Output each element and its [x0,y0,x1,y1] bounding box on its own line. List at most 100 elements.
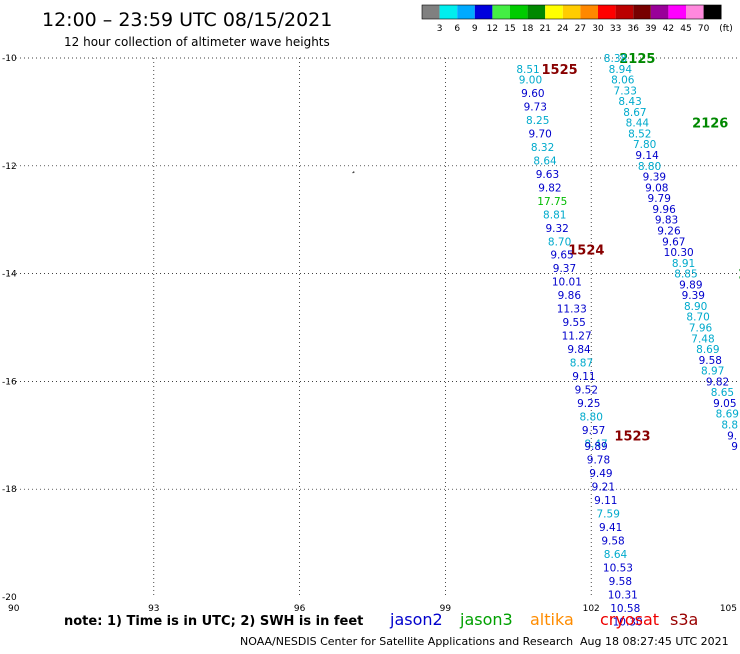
colorbar-swatch [527,5,546,19]
wave-height-label: 9.52 [575,384,598,396]
wave-height-label: 9.55 [562,317,585,329]
y-tick-label: -14 [2,270,17,280]
wave-height-label: 8.85 [674,269,697,281]
wave-height-label: 9.25 [577,398,600,410]
wave-height-label: 10.53 [603,562,633,574]
colorbar-unit: (ft) [719,24,733,34]
colorbar-label: 9 [472,24,478,34]
land-marker: ¸ [351,161,357,174]
wave-height-label: 8.69 [716,409,739,421]
wave-height-label: 9.82 [538,182,561,194]
wave-height-label: 9.84 [567,344,591,356]
wave-height-label: 11.33 [557,304,587,316]
y-tick-label: -20 [2,593,17,603]
track-number-label: 1523 [614,429,650,444]
colorbar-label: 21 [539,24,550,34]
colorbar-label: 70 [698,24,710,34]
wave-height-label: 8.80 [638,161,661,173]
colorbar-swatch [545,5,563,19]
colorbar-swatch [633,5,651,19]
y-tick-label: -18 [2,485,17,495]
wave-height-label: 8.87 [570,358,593,370]
wave-height-label: 9.89 [679,279,702,291]
colorbar-swatch [598,5,616,19]
colorbar-swatch [510,5,528,19]
wave-height-label: 8.67 [623,107,646,119]
colorbar-label: 12 [487,24,498,34]
wave-height-label: 9.41 [599,522,622,534]
wave-height-label: 9.58 [699,355,722,367]
wave-height-label: 9.49 [589,468,612,480]
legend-series-label: cryosat [600,610,659,629]
wave-height-label: 9.11 [572,371,595,383]
lat-lon-grid [8,57,737,597]
colorbar-label: 24 [557,24,569,34]
wave-height-label: 9.82 [706,376,729,388]
colorbar-swatch [615,5,634,19]
colorbar-label: 42 [663,24,674,34]
wave-height-label: 8.32 [531,142,554,154]
wave-height-label: 9.83 [655,215,678,227]
wave-height-label: 8.8 [721,420,738,432]
wave-height-label: 8.52 [628,128,651,140]
wave-height-label: 8.91 [672,258,695,270]
wave-height-label: 10.01 [552,277,582,289]
x-tick-label: 99 [440,604,452,614]
wave-height-label: 8.94 [609,64,633,76]
wave-height-label: 8.69 [696,344,719,356]
track-number-label: 2127 [738,268,740,283]
wave-height-label: 11.27 [562,331,592,343]
wave-height-label: 9.86 [558,290,582,302]
colorbar-swatch [650,5,669,19]
y-tick-label: -10 [2,54,17,64]
y-tick-label: -12 [2,162,17,172]
footer-note: note: 1) Time is in UTC; 2) SWH is in fe… [64,614,363,629]
x-tick-label: 105 [720,604,737,614]
wave-height-label: 8.38 [604,53,627,65]
wave-height-label: 8.81 [543,209,566,221]
colorbar-label: 30 [592,24,604,34]
wave-height-label: 9.14 [635,150,659,162]
wave-height-label: 17.75 [537,196,567,208]
wave-height-label: 10.58 [610,603,640,615]
track-number-label: 2126 [692,117,728,132]
wave-height-label: 8.44 [626,118,650,130]
colorbar-swatch [439,5,458,19]
wave-height-label: 9.73 [524,102,547,114]
colorbar-legend: 3 6 9 12 15 18 21 24 27 30 33 36 39 42 45 70 (ft) [421,4,733,34]
wave-height-label: 9.60 [521,88,544,100]
colorbar-label: 6 [454,24,460,34]
wave-height-points: 8.388.948.067.338.438.678.448.527.809.14… [516,53,739,628]
wave-height-label: 9.96 [652,204,676,216]
colorbar-swatch [474,5,493,19]
colorbar-swatch [703,5,722,19]
wave-height-label: 8.64 [533,155,557,167]
wave-height-label: 8.43 [618,96,641,108]
colorbar-label: 33 [610,24,621,34]
wave-height-label: 8.25 [526,115,549,127]
chart-title: 12:00 – 23:59 UTC 08/15/2021 [42,9,332,31]
wave-height-label: 10.30 [664,247,694,259]
wave-height-label: 9.05 [713,398,736,410]
colorbar-label: 27 [575,24,586,34]
colorbar-frame [421,4,722,20]
wave-height-label: 9.11 [594,495,617,507]
track-number-label: 1525 [542,63,578,78]
colorbar-swatch [668,5,686,19]
x-tick-label: 102 [583,604,600,614]
footer-timestamp: Aug 18 08:27:45 UTC 2021 [580,635,729,648]
wave-height-label: 9.39 [682,290,705,302]
x-tick-label: 96 [294,604,306,614]
wave-height-label: 8.90 [684,301,707,313]
wave-height-label: 7.96 [689,323,713,335]
axis-tick-labels: 90 93 96 99 102 105 -10 -12 -14 -16 -18 -20 [2,54,737,614]
wave-height-label: 8.80 [580,411,603,423]
legend-series-label: jason2 [389,610,443,629]
colorbar-label: 3 [437,24,443,34]
wave-height-label: 7.33 [614,85,637,97]
track-labels: 2125 2126 2127 1525 1524 1523 [542,52,740,444]
legend-series-label: altika [530,610,574,629]
wave-height-label: 9.32 [545,223,568,235]
colorbar-label: 45 [680,24,691,34]
